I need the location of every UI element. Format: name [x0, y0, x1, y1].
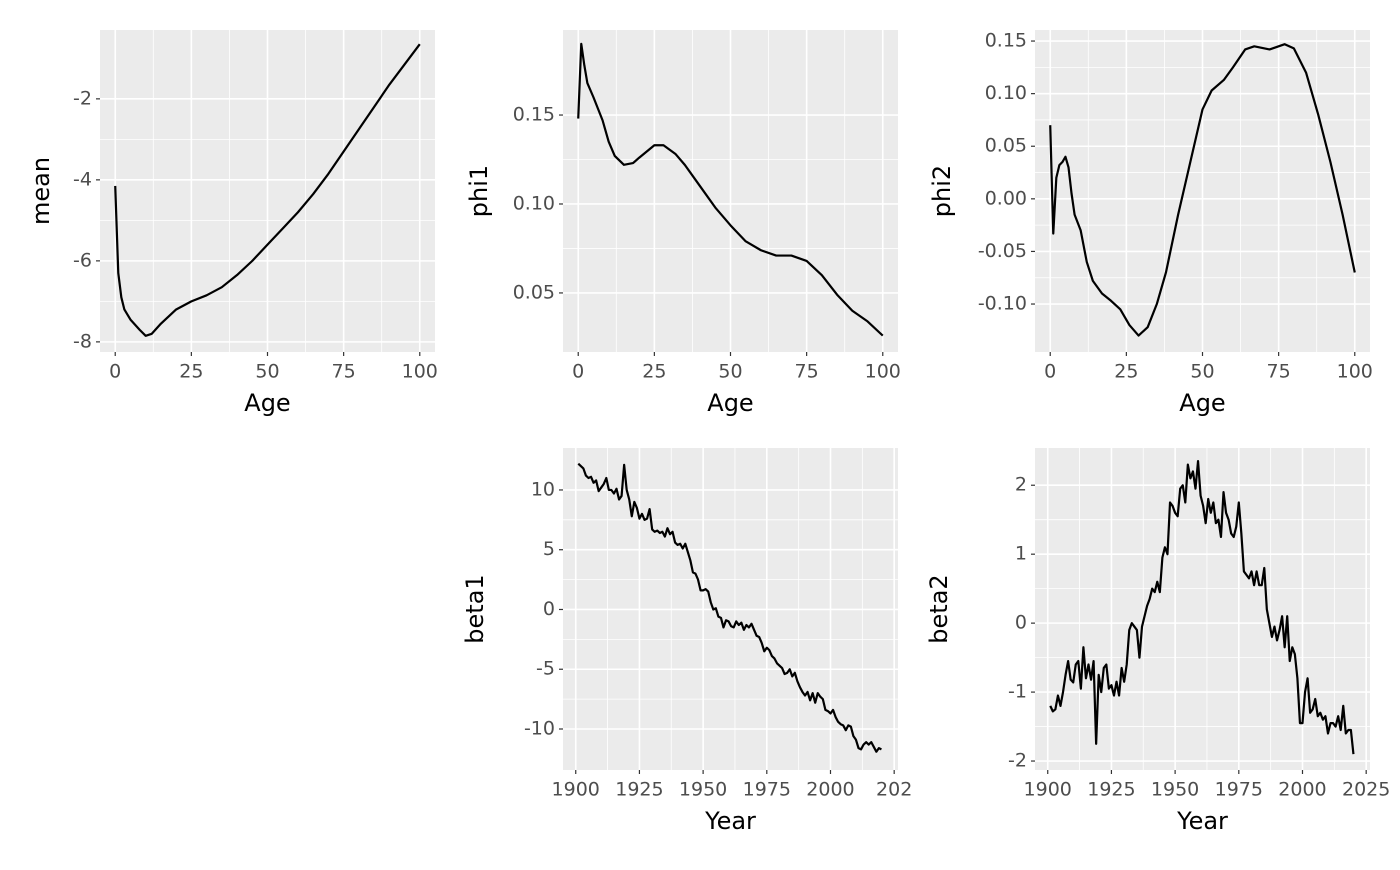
y-tick-label: -1 — [1008, 681, 1027, 703]
data-line — [577, 42, 884, 337]
data-line — [577, 462, 882, 753]
y-tick-label: 1 — [1015, 543, 1027, 565]
x-tick-label: 75 — [332, 361, 356, 383]
y-tick-label: -2 — [73, 87, 92, 109]
y-axis-title: phi1 — [465, 165, 493, 217]
panel: 2 1 0 -1 -2 1900 1925 1950 1975 2000 2025 Year beta2 — [925, 448, 1390, 835]
panel: 0.15 0.10 0.05 0 25 50 75 100 Age phi1 — [465, 30, 901, 417]
data-line — [1049, 43, 1356, 337]
x-tick-label: 2000 — [806, 779, 854, 801]
x-tick-label: 100 — [865, 361, 901, 383]
x-tick-label: 25 — [1114, 361, 1138, 383]
x-tick-label: 1925 — [615, 779, 663, 801]
y-tick-label: -0.05 — [978, 240, 1027, 262]
x-axis-title: Age — [707, 389, 753, 417]
y-tick-label: 0.15 — [513, 104, 555, 126]
y-tick-label: -10 — [524, 718, 555, 740]
y-tick-label: 0.05 — [985, 135, 1027, 157]
x-tick-label: 1900 — [1024, 779, 1072, 801]
data-line — [1049, 460, 1355, 755]
y-tick-label: 0.15 — [985, 30, 1027, 52]
y-tick-label: 5 — [543, 538, 555, 560]
y-tick-label: -4 — [73, 168, 92, 190]
x-tick-label: 1900 — [552, 779, 600, 801]
x-tick-label: 0 — [109, 361, 121, 383]
x-tick-label: 2000 — [1278, 779, 1326, 801]
x-tick-label: 0 — [572, 361, 584, 383]
x-tick-label: 25 — [642, 361, 666, 383]
x-axis-title: Age — [244, 389, 290, 417]
y-axis-title: beta2 — [925, 574, 953, 643]
y-tick-label: 2 — [1015, 474, 1027, 496]
y-axis-title: beta1 — [461, 574, 489, 643]
y-tick-label: 0.00 — [985, 187, 1027, 209]
x-tick-label: 25 — [179, 361, 203, 383]
y-tick-label: -2 — [1008, 750, 1027, 772]
y-tick-label: -5 — [536, 658, 555, 680]
y-tick-label: -6 — [73, 249, 92, 271]
y-tick-label: -0.10 — [978, 293, 1027, 315]
x-tick-label: 100 — [1337, 361, 1373, 383]
data-line — [114, 43, 421, 337]
x-axis-title: Year — [704, 807, 756, 835]
x-tick-label: 100 — [402, 361, 438, 383]
x-tick-label: 1950 — [679, 779, 727, 801]
x-tick-label: 0 — [1044, 361, 1056, 383]
x-tick-label: 75 — [795, 361, 819, 383]
y-axis-title: mean — [27, 157, 55, 225]
y-axis-title: phi2 — [928, 165, 956, 217]
y-tick-label: 0 — [1015, 612, 1027, 634]
panel: 0.15 0.10 0.05 0.00 -0.05 -0.10 0 25 50 75 100 Age p… — [928, 30, 1373, 417]
y-tick-label: 0.05 — [513, 281, 555, 303]
y-tick-label: 0.10 — [985, 82, 1027, 104]
x-tick-label: 50 — [255, 361, 279, 383]
y-tick-label: 0 — [543, 598, 555, 620]
x-axis-title: Age — [1179, 389, 1225, 417]
x-tick-label: 1975 — [1215, 779, 1263, 801]
x-tick-label: 50 — [1190, 361, 1214, 383]
x-tick-label: 50 — [718, 361, 742, 383]
y-tick-label: 10 — [531, 478, 555, 500]
x-tick-label: 202 — [876, 779, 912, 801]
panel: 10 5 0 -5 -10 1900 1925 1950 1975 2000 202 Year beta… — [461, 448, 912, 835]
x-tick-label: 1950 — [1151, 779, 1199, 801]
x-tick-label: 1975 — [743, 779, 791, 801]
panel-background — [1035, 448, 1370, 770]
x-tick-label: 2025 — [1342, 779, 1390, 801]
panel: -2 -4 -6 -8 0 25 50 75 100 Age mean — [27, 30, 438, 417]
x-tick-label: 75 — [1267, 361, 1291, 383]
y-tick-label: -8 — [73, 330, 92, 352]
x-tick-label: 1925 — [1087, 779, 1135, 801]
y-tick-label: 0.10 — [513, 192, 555, 214]
x-axis-title: Year — [1176, 807, 1228, 835]
